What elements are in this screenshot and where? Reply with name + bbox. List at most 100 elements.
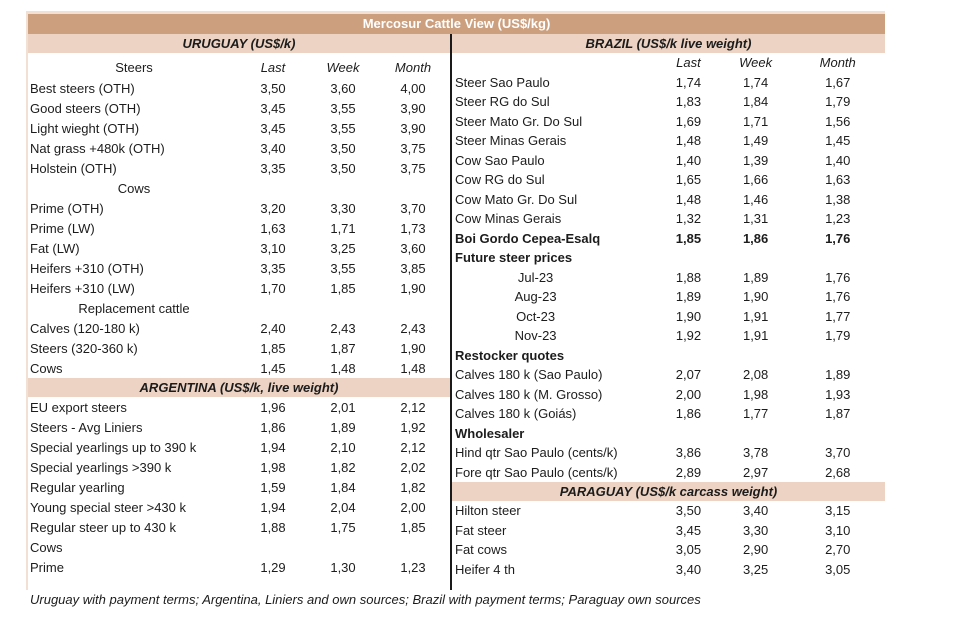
value-last: 2,00 bbox=[675, 386, 702, 402]
value-month: 1,48 bbox=[400, 360, 426, 376]
row-label: Steers bbox=[115, 60, 153, 75]
row-label: Light wieght (OTH) bbox=[30, 120, 140, 136]
value-month: 1,87 bbox=[825, 406, 851, 422]
value-last: 1,85 bbox=[260, 340, 286, 356]
value-week: 1,30 bbox=[330, 559, 356, 575]
table-row: Heifer 4 th 3,40 3,25 3,05 bbox=[452, 560, 885, 580]
row-label: Jul-23 bbox=[517, 269, 554, 285]
value-last: 1,98 bbox=[260, 459, 286, 475]
value-month: 1,56 bbox=[825, 113, 851, 129]
row-label: Special yearlings up to 390 k bbox=[30, 439, 197, 455]
row-label: Calves 180 k (M. Grosso) bbox=[455, 386, 603, 402]
table-row: Cow Minas Gerais 1,32 1,31 1,23 bbox=[452, 209, 885, 229]
table-row: EU export steers 1,96 2,01 2,12 bbox=[28, 397, 450, 417]
column-header-row: Last Week Month bbox=[452, 53, 885, 73]
value-last: 1,32 bbox=[675, 211, 702, 227]
value-week: 1,85 bbox=[330, 280, 356, 296]
value-week: 3,30 bbox=[742, 522, 769, 538]
table-row: Replacement cattle bbox=[28, 298, 450, 318]
table-row: Wholesaler bbox=[452, 424, 885, 444]
row-label: Regular yearling bbox=[30, 479, 125, 495]
row-label: Steer Minas Gerais bbox=[455, 133, 567, 149]
row-label: Cows bbox=[30, 360, 63, 376]
row-label: Cows bbox=[117, 180, 151, 196]
value-month: 3,10 bbox=[825, 522, 851, 538]
value-week: 1,75 bbox=[330, 519, 356, 535]
table-row: Heifers +310 (OTH) 3,35 3,55 3,85 bbox=[28, 258, 450, 278]
value-month: 3,70 bbox=[400, 200, 426, 216]
table-row: Oct-23 1,90 1,91 1,77 bbox=[452, 307, 885, 327]
value-week: 2,97 bbox=[742, 464, 769, 480]
value-last: 1,83 bbox=[675, 94, 702, 110]
table-row: Aug-23 1,89 1,90 1,76 bbox=[452, 287, 885, 307]
value-month: 1,89 bbox=[825, 367, 851, 383]
value-last: 1,63 bbox=[260, 220, 286, 236]
value-week: 1,87 bbox=[330, 340, 356, 356]
value-month: 1,85 bbox=[400, 519, 426, 535]
table-row: Steer Mato Gr. Do Sul 1,69 1,71 1,56 bbox=[452, 112, 885, 132]
table-row: Boi Gordo Cepea-Esalq 1,85 1,86 1,76 bbox=[452, 229, 885, 249]
value-week: 1,74 bbox=[742, 74, 769, 90]
value-last: 3,35 bbox=[260, 160, 286, 176]
section-header: PARAGUAY (US$/k carcass weight) bbox=[452, 482, 885, 501]
row-label: Best steers (OTH) bbox=[30, 80, 135, 96]
source-footnote: Uruguay with payment terms; Argentina, L… bbox=[30, 592, 701, 607]
value-last: 1,48 bbox=[675, 133, 702, 149]
value-week: 1,84 bbox=[742, 94, 769, 110]
table-row: Hilton steer 3,50 3,40 3,15 bbox=[452, 501, 885, 521]
column-header-row: Steers Last Week Month bbox=[28, 53, 450, 78]
table-row: Prime 1,29 1,30 1,23 bbox=[28, 557, 450, 577]
table-row: Steer Minas Gerais 1,48 1,49 1,45 bbox=[452, 131, 885, 151]
value-last: 1,74 bbox=[675, 74, 702, 90]
section-header: BRAZIL (US$/k live weight) bbox=[452, 34, 885, 53]
table-row: Fat cows 3,05 2,90 2,70 bbox=[452, 540, 885, 560]
value-last: 1,59 bbox=[260, 479, 286, 495]
value-week: 1,89 bbox=[330, 419, 356, 435]
row-label: Calves 180 k (Goiás) bbox=[455, 406, 577, 422]
table-row: Future steer prices bbox=[452, 248, 885, 268]
row-label: Heifers +310 (OTH) bbox=[30, 260, 144, 276]
table-row: Jul-23 1,88 1,89 1,76 bbox=[452, 268, 885, 288]
value-last: 3,50 bbox=[675, 503, 702, 519]
table-row: Holstein (OTH) 3,35 3,50 3,75 bbox=[28, 158, 450, 178]
value-last: 2,07 bbox=[675, 367, 702, 383]
value-last: 1,88 bbox=[675, 269, 702, 285]
value-week: 3,25 bbox=[330, 240, 356, 256]
row-label: Special yearlings >390 k bbox=[30, 459, 172, 475]
table-row: Cow RG do Sul 1,65 1,66 1,63 bbox=[452, 170, 885, 190]
value-last: 3,45 bbox=[260, 120, 286, 136]
table-row: Cow Mato Gr. Do Sul 1,48 1,46 1,38 bbox=[452, 190, 885, 210]
row-label: Steer Sao Paulo bbox=[455, 74, 550, 90]
value-week: 3,78 bbox=[742, 445, 769, 461]
value-week: 2,10 bbox=[330, 439, 356, 455]
value-last: 3,40 bbox=[260, 140, 286, 156]
value-last: 1,94 bbox=[260, 499, 286, 515]
table-row: Cows bbox=[28, 537, 450, 557]
value-month: 2,00 bbox=[400, 499, 426, 515]
row-label: Steer Mato Gr. Do Sul bbox=[455, 113, 583, 129]
mercosur-table: Mercosur Cattle View (US$/kg) URUGUAY (U… bbox=[26, 11, 885, 590]
row-label: Aug-23 bbox=[514, 289, 557, 305]
value-last: 1,40 bbox=[675, 152, 702, 168]
brazil-paraguay-column: BRAZIL (US$/k live weight) Last Week Month S… bbox=[452, 34, 885, 590]
value-month: 3,60 bbox=[400, 240, 426, 256]
value-month: 2,12 bbox=[400, 399, 426, 415]
value-month: 1,77 bbox=[825, 308, 851, 324]
row-label: Calves (120-180 k) bbox=[30, 320, 140, 336]
value-last: 3,45 bbox=[260, 100, 286, 116]
value-month: 1,40 bbox=[825, 152, 851, 168]
value-month: 1,79 bbox=[825, 328, 851, 344]
table-row: Special yearlings up to 390 k 1,94 2,10 2,1… bbox=[28, 437, 450, 457]
uruguay-argentina-column: URUGUAY (US$/k) Steers Last Week Month Best s… bbox=[28, 34, 450, 590]
row-label: Nov-23 bbox=[514, 328, 557, 344]
value-week: 1,66 bbox=[742, 172, 769, 188]
row-label: Boi Gordo Cepea-Esalq bbox=[455, 230, 601, 246]
row-label: Cow Minas Gerais bbox=[455, 211, 562, 227]
value-last: 1,45 bbox=[260, 360, 286, 376]
value-week: 1,90 bbox=[743, 289, 769, 305]
table-row: Regular steer up to 430 k 1,88 1,75 1,85 bbox=[28, 517, 450, 537]
column-header-last: Last bbox=[676, 54, 701, 70]
row-label: Replacement cattle bbox=[78, 300, 190, 316]
value-week: 2,90 bbox=[742, 542, 769, 558]
table-row: Calves 180 k (M. Grosso) 2,00 1,98 1,93 bbox=[452, 385, 885, 405]
